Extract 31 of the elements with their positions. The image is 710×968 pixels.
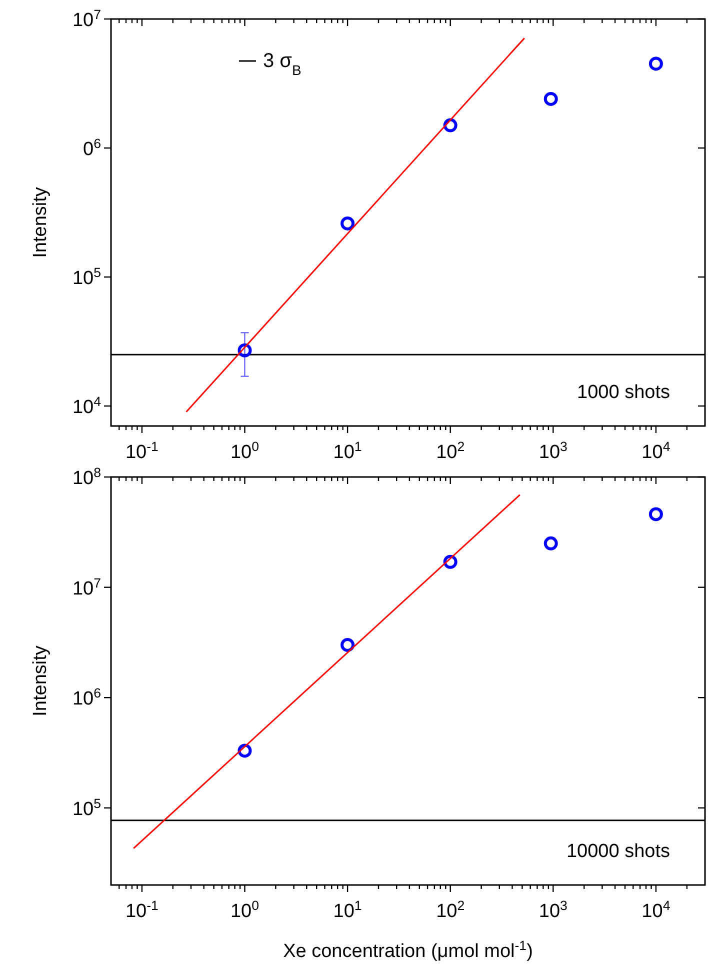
x-tick-label: 10$^{3}$ [538,898,568,922]
legend-label: 3 σ$_{B}$ [263,50,302,78]
y-tick-label: 10$^{6}$ [72,685,101,710]
y-tick-label: 10$^{8}$ [72,464,101,489]
annotation: 10000 shots [566,841,670,862]
y-tick-label: 10$^{7}$ [72,574,101,600]
y-tick-label: 10$^{5}$ [72,795,101,820]
x-tick-label: 10$^{2}$ [436,438,465,463]
x-tick-label: 10$^{-1}$ [125,898,158,922]
y-axis-title: Intensity [30,645,51,716]
x-tick-label: 10$^{2}$ [436,898,465,922]
point [238,744,252,758]
y-tick-label: 0$^{6}$ [83,136,101,160]
point [238,343,252,358]
point [340,216,355,230]
x-tick-label: 10$^{0}$ [230,438,260,463]
annotation: 1000 shots [577,382,670,403]
y-tick-label: 10$^{4}$ [72,394,101,418]
x-tick-label: 10$^{-1}$ [125,438,158,463]
x-tick-label: 10$^{4}$ [642,438,670,463]
x-tick-label: 10$^{3}$ [538,438,568,463]
x-axis-title: Xe concentration (μmol mol$^{-1}$) [283,938,533,962]
point [648,56,663,71]
y-axis-title: Intensity [30,186,51,258]
y-tick-label: 10$^{7}$ [72,6,101,31]
x-tick-label: 10$^{4}$ [642,898,670,922]
y-tick-label: 10$^{5}$ [72,264,101,290]
x-tick-label: 10$^{1}$ [333,438,362,463]
x-tick-label: 10$^{1}$ [333,898,362,922]
x-tick-label: 10$^{0}$ [230,898,260,922]
point [648,507,663,522]
